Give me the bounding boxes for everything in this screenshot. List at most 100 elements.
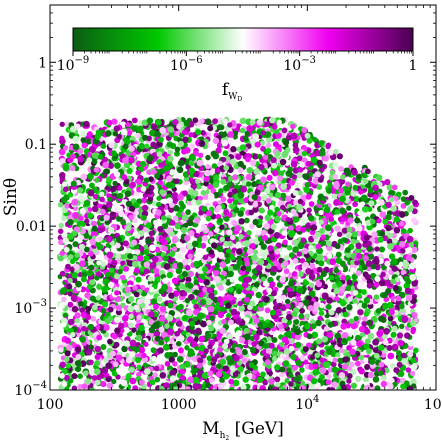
data-point	[363, 357, 369, 363]
data-point	[264, 359, 271, 366]
data-point	[172, 361, 178, 367]
data-point	[155, 119, 162, 126]
data-point	[207, 193, 215, 200]
data-point	[157, 179, 164, 186]
data-point	[367, 332, 375, 340]
data-point	[262, 234, 269, 241]
data-point	[197, 312, 205, 320]
data-point	[58, 222, 64, 229]
data-point	[193, 217, 201, 224]
data-point	[264, 307, 271, 314]
data-point	[144, 368, 151, 375]
data-point	[177, 193, 184, 201]
data-point	[374, 264, 381, 271]
data-point	[342, 237, 349, 244]
data-point	[238, 337, 246, 344]
data-point	[251, 254, 258, 261]
data-point	[316, 254, 324, 262]
data-point	[290, 160, 298, 168]
data-point	[169, 169, 176, 176]
data-point	[368, 200, 375, 207]
data-point	[366, 245, 373, 252]
data-point	[99, 208, 106, 215]
data-point	[249, 347, 257, 354]
data-point	[297, 198, 304, 205]
data-point	[64, 350, 71, 357]
data-point	[108, 326, 114, 332]
data-point	[235, 318, 242, 325]
data-point	[115, 354, 123, 361]
data-point	[404, 287, 412, 295]
data-point	[385, 288, 392, 294]
data-point	[354, 259, 360, 266]
data-point	[109, 213, 117, 220]
data-point	[217, 311, 225, 319]
data-point	[388, 253, 396, 260]
data-point	[142, 134, 149, 141]
data-point	[220, 196, 227, 203]
data-point	[86, 269, 94, 277]
data-point	[262, 379, 268, 386]
data-point	[148, 311, 155, 318]
data-point	[348, 361, 355, 368]
data-point	[292, 142, 299, 149]
data-point	[216, 296, 224, 303]
data-point	[96, 243, 104, 251]
data-point	[236, 259, 244, 267]
data-point	[313, 301, 321, 309]
data-point	[225, 302, 232, 309]
data-point	[314, 352, 320, 359]
data-point	[331, 366, 339, 373]
data-point	[71, 277, 78, 284]
data-point	[271, 162, 278, 169]
data-point	[78, 194, 85, 202]
data-point	[177, 159, 185, 167]
data-point	[406, 206, 414, 213]
data-point	[285, 195, 292, 202]
data-point	[101, 301, 109, 308]
data-point	[399, 221, 405, 227]
data-point	[295, 296, 302, 302]
data-point	[393, 367, 400, 374]
data-point	[281, 127, 288, 134]
data-point	[310, 377, 318, 385]
data-point	[245, 266, 252, 273]
data-point	[128, 351, 136, 358]
data-point	[226, 229, 233, 236]
data-point	[279, 353, 286, 359]
data-point	[274, 376, 281, 383]
data-point	[86, 157, 93, 163]
data-point	[328, 274, 335, 281]
data-point	[161, 215, 167, 221]
data-point	[180, 117, 186, 123]
data-point	[288, 345, 295, 352]
data-point	[400, 383, 406, 390]
data-point	[216, 245, 224, 253]
data-point	[323, 326, 330, 332]
data-point	[332, 173, 339, 180]
data-point	[267, 245, 274, 252]
data-point	[167, 126, 175, 133]
data-point	[338, 187, 344, 194]
data-point	[413, 347, 419, 354]
data-point	[410, 357, 416, 364]
data-point	[409, 370, 416, 377]
data-point	[243, 327, 250, 334]
data-point	[387, 243, 394, 250]
data-point	[88, 359, 94, 366]
data-point	[259, 385, 267, 390]
data-point	[106, 119, 113, 126]
data-point	[71, 385, 78, 390]
data-point	[193, 289, 200, 296]
data-point	[89, 295, 96, 302]
data-point	[356, 282, 363, 290]
data-point	[159, 189, 166, 196]
data-point	[286, 313, 293, 321]
data-point	[79, 208, 87, 215]
data-point	[133, 291, 140, 298]
data-point	[376, 330, 384, 338]
data-point	[176, 320, 183, 327]
data-point	[406, 235, 414, 243]
data-point	[215, 363, 222, 369]
data-point	[300, 217, 308, 224]
